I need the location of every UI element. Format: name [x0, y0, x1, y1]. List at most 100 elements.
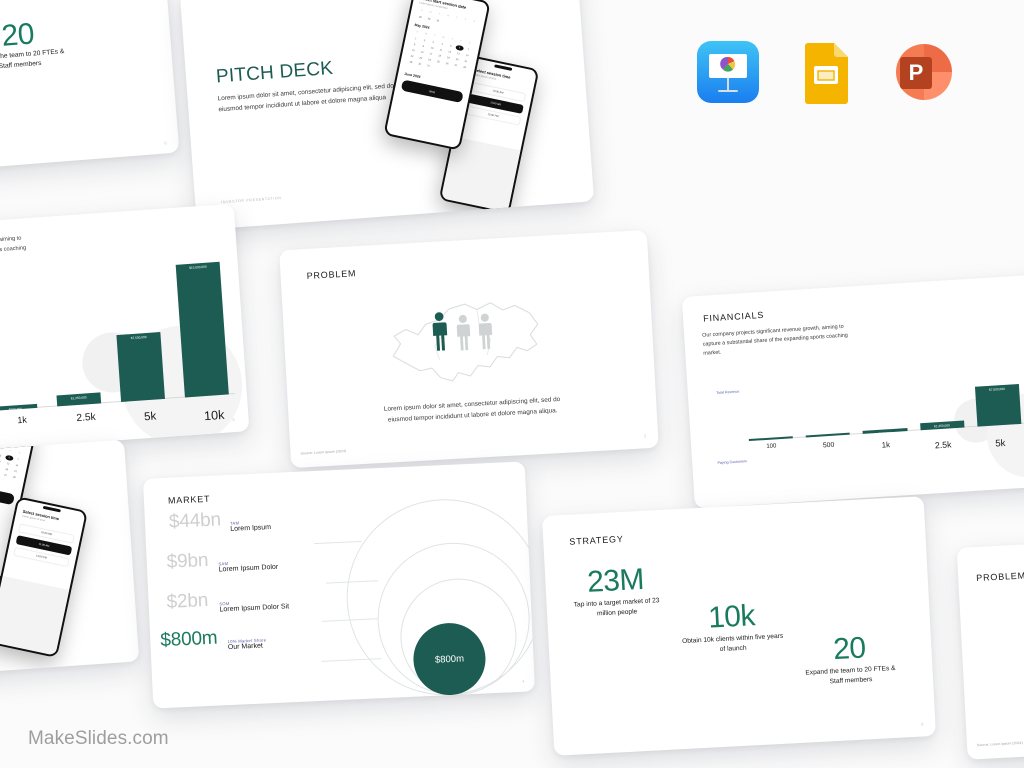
problem-body: Lorem ipsum dolor sit amet, consectetur … — [383, 395, 561, 424]
strategy-item: 23M Tap into a target market of 23 milli… — [563, 563, 670, 622]
chart-bar: $500,000 — [862, 428, 908, 436]
problem-title: PROBLEM — [306, 268, 357, 281]
market-value: $44bn — [168, 509, 222, 533]
pitch-deck-title: PITCH DECK — [215, 57, 334, 88]
strategy-caption: Obtain 10k clients within five years of … — [681, 632, 784, 654]
region-map-illustration — [378, 284, 554, 399]
strategy-item: 20 Expand the team to 20 FTEs & Staff me… — [0, 17, 66, 75]
financials-title: FINANCIALS — [702, 309, 765, 324]
chart-category-label: 2.5k — [934, 438, 952, 450]
slide-page-number: 6 — [921, 721, 924, 727]
market-row: $44bn TAM Lorem Ipsum — [168, 507, 271, 536]
slide-strategy-topleft[interactable]: k …s within …nch 20 Expand the team to 2… — [0, 0, 180, 176]
problem-right-title: PROBLEM — [975, 570, 1024, 584]
slide-phone-mockups-bottomleft[interactable]: Select start session date Lorem ipsum co… — [0, 439, 140, 687]
market-title: MARKET — [167, 493, 211, 506]
phone-notch — [494, 64, 513, 71]
market-label: Our Market — [227, 642, 264, 652]
person-icon-highlighted — [431, 311, 449, 357]
slide-problem-center[interactable]: PROBLEM — [279, 229, 659, 469]
chart-bar-column: $500,000 — [858, 345, 908, 436]
calendar-day[interactable]: 28 — [462, 65, 467, 70]
strategy-caption: Expand the team to 20 FTEs & Staff membe… — [0, 48, 65, 71]
keynote-icon[interactable] — [696, 40, 759, 103]
calendar-day[interactable]: 27 — [3, 473, 8, 478]
slide-page-number: 3 — [643, 433, 647, 439]
problem-right-source: Source: Lorem Ipsum (2024) — [976, 740, 1023, 748]
market-value-highlight: $800m — [159, 627, 218, 652]
chart-bar: $1,250,000 — [56, 392, 102, 407]
slide-problem-right[interactable]: PROBLEM Source: Lorem Ipsum (2024) — [956, 532, 1024, 760]
chart-bar: $500,000 — [0, 403, 38, 412]
market-label: Lorem Ipsum — [230, 524, 272, 533]
chart-bar-value-label: $15,000,000 — [188, 264, 207, 270]
strategy-number: 10k — [707, 599, 756, 635]
chart-bar-value-label: $1,250,000 — [70, 395, 87, 401]
market-value: $9bn — [166, 549, 209, 573]
strategy-number: 20 — [0, 17, 36, 53]
calendar-day[interactable]: 27 — [454, 63, 458, 68]
strategy-item: 10k Obtain 10k clients within five years… — [679, 599, 786, 658]
calendar-day[interactable]: 28 — [418, 15, 422, 20]
calendar-day[interactable]: 26 — [445, 62, 449, 66]
phone-mockup-session-time: Select session time Lorem ipsum of time … — [0, 496, 88, 658]
powerpoint-icon[interactable]: P — [892, 40, 954, 102]
chart-bars: $500,000 $1,250,000 $7,500,000 $15,000,000 — [0, 252, 235, 411]
chart-y-axis-label: Total Revenue — [716, 389, 740, 395]
chart-bar: $250,000 — [805, 432, 851, 440]
calendar-day[interactable]: 5 — [0, 454, 2, 458]
chart-bar-column: $500,000 — [0, 266, 38, 412]
calendar-day[interactable]: 29 — [409, 60, 413, 65]
slide-financials-left[interactable]: …ue growth, aiming to …nding sports coac… — [0, 203, 250, 461]
chart-category-label: 1k — [881, 440, 891, 451]
svg-text:P: P — [909, 60, 924, 85]
strategy-item: 20 Expand the team to 20 FTEs & Staff me… — [797, 631, 904, 690]
calendar-day[interactable]: 25 — [436, 60, 440, 64]
slide-financials[interactable]: FINANCIALS Our company projects signific… — [681, 271, 1024, 509]
slide-page-number: 5 — [232, 417, 235, 423]
financials-left-body: …ue growth, aiming to …nding sports coac… — [0, 229, 96, 257]
chart-category-label: 2.5k — [76, 412, 97, 425]
slide-pitch-deck[interactable]: PITCH DECK Lorem ipsum dolor sit amet, c… — [179, 0, 595, 231]
calendar-day[interactable]: 30 — [436, 19, 440, 23]
chart-bar-column: $15,000,000 — [175, 253, 229, 398]
strategy-number: 20 — [832, 631, 867, 667]
chart-bar: $7,500,000 — [116, 332, 165, 402]
calendar-day[interactable]: 29 — [427, 17, 431, 22]
chart-x-axis-label: Paying Customers — [717, 459, 747, 466]
slide-strategy[interactable]: STRATEGY 23M Tap into a target market of… — [541, 496, 937, 756]
chart-bar: $15,000,000 — [175, 261, 229, 398]
chart-category-label: 500 — [822, 441, 835, 450]
chart-bar: $7,500,000 — [974, 383, 1022, 427]
market-leader-line — [314, 540, 363, 544]
person-icon-muted — [455, 314, 472, 357]
chart-bar-column: $50,000 — [744, 352, 794, 444]
strategy-caption: Expand the team to 20 FTEs & Staff membe… — [805, 664, 896, 686]
google-slides-icon[interactable] — [794, 40, 856, 104]
chart-category-label: 100 — [766, 443, 777, 450]
calendar-day[interactable]: 31 — [426, 64, 430, 68]
financials-left-bar-chart: $500,000 $1,250,000 $7,500,000 $15,000,000 — [0, 252, 235, 411]
chart-bar-column: $7,500,000 — [972, 338, 1022, 427]
chart-bar-value-label: $500,000 — [8, 406, 23, 412]
problem-source: Source: Lorem Ipsum (2024) — [300, 449, 347, 456]
market-row: $800m 10% Market Share Our Market — [160, 625, 267, 654]
strategy-title: STRATEGY — [569, 533, 624, 547]
slide-page-number: 4 — [522, 678, 525, 684]
person-icon-muted — [477, 313, 494, 356]
slide-market[interactable]: MARKET $44bn TAM Lorem Ipsum $9bn SAM Lo… — [142, 461, 536, 709]
phone-notch — [42, 505, 61, 513]
market-value: $2bn — [166, 589, 209, 613]
calendar-day[interactable]: 30 — [417, 62, 422, 67]
chart-bar-column: $1,250,000 — [47, 262, 102, 407]
market-row: $9bn SAM Lorem Ipsum Dolor — [166, 547, 278, 576]
calendar-day[interactable]: 28 — [12, 475, 16, 480]
market-row: $2bn SOM Lorem Ipsum Dolor Sit — [166, 586, 289, 616]
chart-bar-value-label: $7,500,000 — [988, 386, 1005, 392]
site-watermark: MakeSlides.com — [28, 728, 169, 749]
slide-page-number: 6 — [164, 140, 167, 146]
chart-bar-column: $7,500,000 — [111, 257, 165, 402]
strategy-caption: Tap into a target market of 23 million p… — [573, 597, 660, 618]
chart-category-label: 1k — [17, 414, 28, 426]
